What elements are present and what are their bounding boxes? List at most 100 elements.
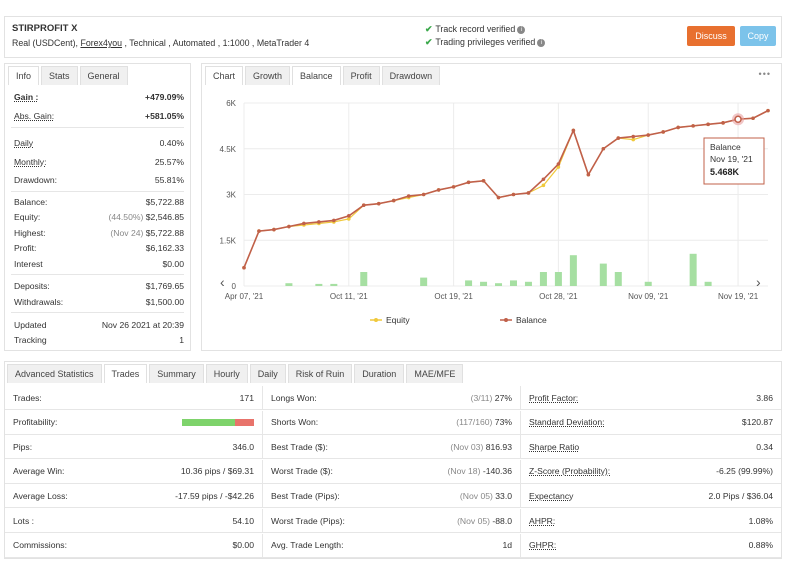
stat-value: -17.59 pips / -$42.26 bbox=[175, 490, 254, 501]
balance-point bbox=[511, 192, 516, 197]
stat-cell: Best Trade ($): (Nov 03) 816.93 bbox=[263, 435, 521, 460]
discuss-button[interactable]: Discuss bbox=[687, 26, 735, 46]
stat-cell: Average Loss: -17.59 pips / -$42.26 bbox=[5, 484, 263, 509]
tab-chart[interactable]: Chart bbox=[205, 66, 244, 85]
stat-label: Commissions: bbox=[13, 540, 67, 551]
stat-value-group: (Nov 05) -88.0 bbox=[457, 516, 520, 526]
stat-label: Pips: bbox=[13, 441, 33, 452]
stat-value-group: 171 bbox=[240, 393, 262, 403]
gain-value: +479.09% bbox=[145, 92, 184, 102]
stat-value-group: 0.88% bbox=[749, 540, 781, 550]
daily-value: 0.40% bbox=[159, 138, 184, 148]
stat-value: 54.10 bbox=[232, 515, 254, 526]
tab-balance[interactable]: Balance bbox=[292, 66, 341, 85]
balance-point bbox=[586, 172, 591, 177]
tab-drawdown[interactable]: Drawdown bbox=[381, 66, 441, 85]
balance-point bbox=[556, 162, 561, 166]
volume-bar bbox=[330, 283, 338, 286]
balance-point bbox=[287, 224, 291, 229]
volume-bar bbox=[360, 272, 368, 286]
broker-link[interactable]: Forex4you bbox=[80, 38, 123, 48]
drawdown-value: 55.81% bbox=[154, 175, 184, 185]
copy-button[interactable]: Copy bbox=[740, 26, 776, 46]
equity-point bbox=[541, 183, 546, 188]
stat-value-group: (3/11) 27% bbox=[471, 393, 520, 403]
stat-cell: Standard Deviation: $120.87 bbox=[521, 411, 781, 435]
interest-label: Interest bbox=[14, 259, 43, 269]
highest-label: Highest: bbox=[14, 228, 46, 238]
tracking-value: 1 bbox=[179, 335, 184, 345]
tab-stats[interactable]: Stats bbox=[41, 66, 78, 85]
stat-label: Average Loss: bbox=[13, 490, 68, 501]
tracking-label: Tracking bbox=[14, 335, 47, 345]
y-tick-label: 6K bbox=[226, 99, 236, 108]
gain-row: Gain : +479.09% bbox=[5, 90, 190, 104]
stat-value-group: (Nov 18) -140.36 bbox=[448, 466, 521, 476]
deposits-row: Deposits: $1,769.65 bbox=[5, 279, 190, 293]
tooltip-date: Nov 19, '21 bbox=[710, 154, 753, 164]
stat-value: 33.0 bbox=[495, 490, 512, 501]
tab-daily[interactable]: Daily bbox=[249, 364, 286, 383]
tab-risk-of-ruin[interactable]: Risk of Ruin bbox=[287, 364, 353, 383]
stat-cell: Worst Trade ($): (Nov 18) -140.36 bbox=[263, 459, 521, 484]
tab-general[interactable]: General bbox=[79, 66, 128, 85]
balance-point bbox=[631, 134, 636, 139]
stat-label: Sharpe Ratio bbox=[529, 441, 580, 452]
header-panel: STIRPROFIT X Real (USDCent), Forex4you ,… bbox=[4, 16, 782, 58]
profitability-loss-fill bbox=[234, 418, 254, 426]
stat-extra: (3/11) bbox=[470, 392, 493, 403]
stat-value-group: $120.87 bbox=[742, 417, 781, 427]
stat-value-group: (Nov 05) 33.0 bbox=[460, 491, 520, 501]
deposits-value: $1,769.65 bbox=[145, 281, 184, 291]
balance-point bbox=[257, 229, 261, 233]
stat-value: -88.0 bbox=[492, 515, 512, 526]
stat-value-group: 2.0 Pips / $36.04 bbox=[709, 491, 782, 501]
tab-hourly[interactable]: Hourly bbox=[205, 364, 248, 383]
balance-point bbox=[406, 194, 411, 198]
balance-point bbox=[676, 125, 680, 130]
stat-label: Best Trade (Pips): bbox=[271, 490, 340, 501]
volume-bar bbox=[509, 280, 517, 286]
balance-point bbox=[706, 122, 710, 127]
stat-label: Trades: bbox=[13, 392, 42, 403]
highest-value: $5,722.88 bbox=[145, 228, 184, 238]
updated-row: Updated Nov 26 2021 at 20:39 bbox=[5, 318, 190, 332]
stat-cell: GHPR: 0.88% bbox=[521, 534, 781, 558]
volume-bar bbox=[420, 277, 428, 286]
volume-bar bbox=[689, 253, 697, 286]
stat-extra: (Nov 18) bbox=[447, 466, 481, 477]
stat-value: 1.08% bbox=[748, 515, 773, 526]
stat-label: Shorts Won: bbox=[271, 417, 319, 428]
stat-value: 10.36 pips / $69.31 bbox=[180, 466, 254, 477]
tab-trades[interactable]: Trades bbox=[103, 364, 148, 383]
volume-bar bbox=[539, 272, 547, 286]
stat-cell: Z-Score (Probability): -6.25 (99.99%) bbox=[521, 460, 781, 484]
tab-info[interactable]: Info bbox=[8, 66, 40, 85]
chart-panel: Chart Growth Balance Profit Drawdown •••… bbox=[201, 63, 782, 351]
more-options-icon[interactable]: ••• bbox=[758, 69, 771, 79]
stat-cell: Commissions: $0.00 bbox=[5, 533, 263, 558]
tab-summary[interactable]: Summary bbox=[149, 364, 204, 383]
y-tick-label: 4.5K bbox=[220, 145, 237, 154]
withdrawals-value: $1,500.00 bbox=[145, 297, 184, 307]
info-icon[interactable]: i bbox=[537, 38, 546, 47]
stat-value: $0.00 bbox=[232, 540, 254, 551]
stat-cell: AHPR: 1.08% bbox=[521, 509, 781, 533]
tab-mae-mfe[interactable]: MAE/MFE bbox=[406, 364, 464, 383]
info-icon[interactable]: i bbox=[517, 25, 526, 34]
profitability-bar bbox=[182, 418, 254, 426]
tab-profit[interactable]: Profit bbox=[342, 66, 380, 85]
tab-advanced-statistics[interactable]: Advanced Statistics bbox=[7, 364, 102, 383]
system-subtitle: Real (USDCent), Forex4you , Technical , … bbox=[12, 38, 309, 48]
subtitle-prefix: Real (USDCent), bbox=[12, 38, 81, 48]
balance-point bbox=[571, 128, 576, 133]
x-tick-label: Apr 07, '21 bbox=[225, 292, 264, 301]
monthly-row: Monthly: 25.57% bbox=[5, 155, 190, 169]
chart-next-arrow[interactable]: › bbox=[756, 274, 761, 290]
chart-prev-arrow[interactable]: ‹ bbox=[220, 274, 225, 290]
balance-point bbox=[242, 265, 246, 270]
profitability-win-fill bbox=[182, 418, 235, 426]
tab-growth[interactable]: Growth bbox=[245, 66, 291, 85]
legend-marker bbox=[374, 318, 378, 322]
tab-duration[interactable]: Duration bbox=[354, 364, 405, 383]
